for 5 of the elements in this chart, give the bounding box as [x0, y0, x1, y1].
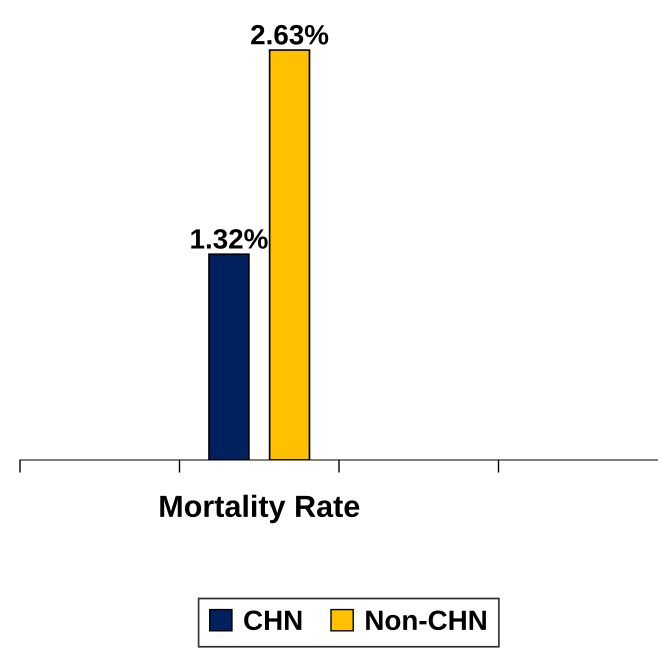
- legend-label: Non-CHN: [366, 610, 486, 630]
- legend-label: CHN: [244, 610, 302, 630]
- x-tick-label: Mortality Rate: [160, 494, 360, 524]
- data-label: 1.32%: [191, 229, 268, 249]
- data-label: 2.63%: [251, 24, 328, 45]
